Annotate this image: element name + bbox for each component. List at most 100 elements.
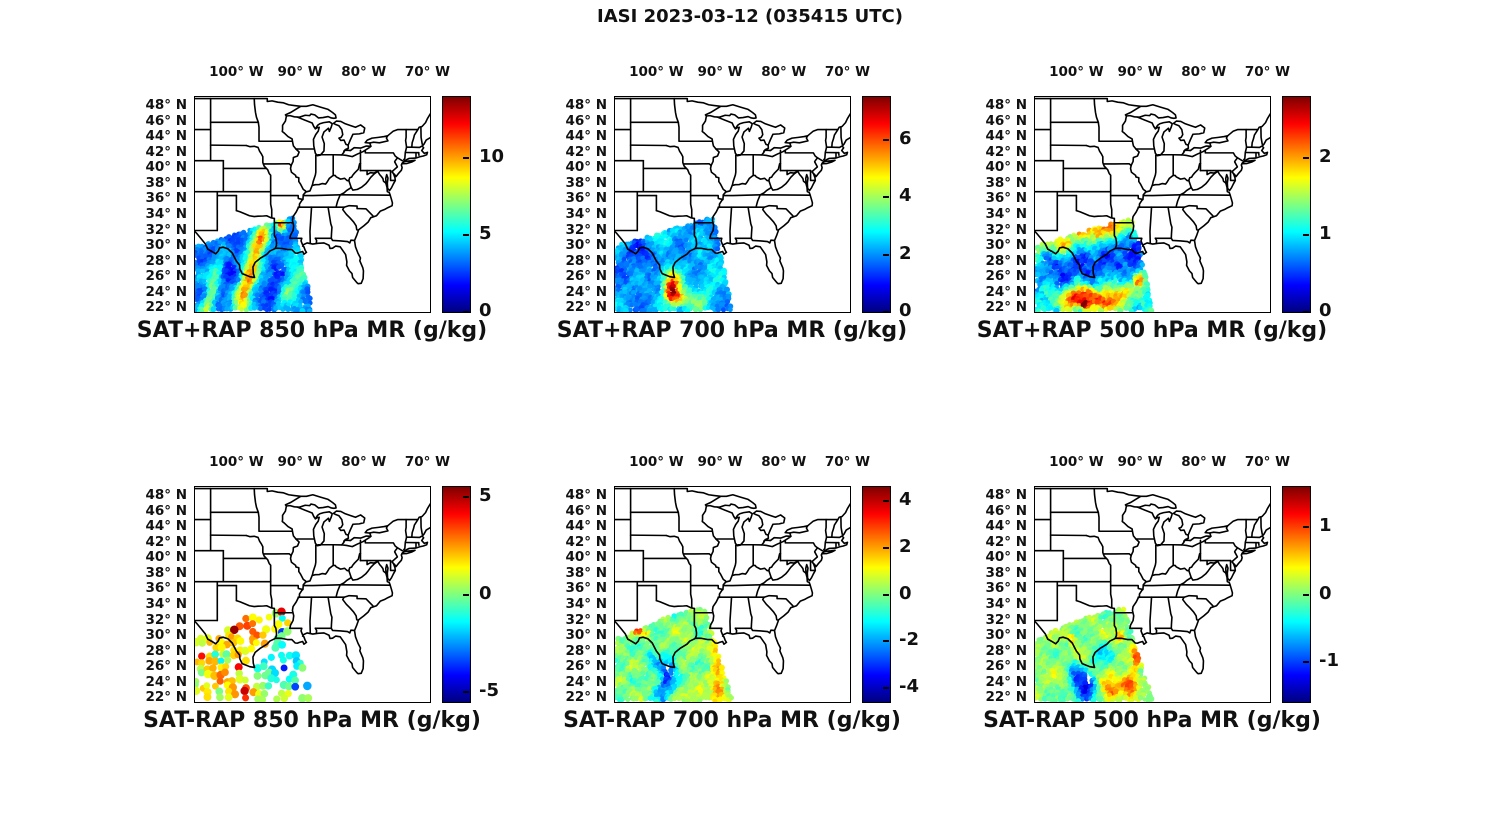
lat-tick-label: 38° N	[565, 564, 607, 581]
lat-tick-label: 34° N	[985, 205, 1027, 222]
lon-tick-label: 70° W	[824, 454, 870, 470]
colorbar-tick-label: 4	[899, 185, 912, 207]
lat-tick-label: 40° N	[985, 549, 1027, 566]
colorbar-tick-label: 2	[899, 242, 912, 264]
panel-title: SAT-RAP 700 hPa MR (g/kg)	[563, 708, 901, 733]
lat-tick-label: 36° N	[985, 190, 1027, 207]
panel-title: SAT+RAP 700 hPa MR (g/kg)	[556, 318, 908, 343]
lon-tick-label: 80° W	[341, 64, 387, 80]
lon-tick-label: 80° W	[1181, 454, 1227, 470]
colorbar-tick-label: 0	[899, 300, 912, 321]
colorbar-tick-mark	[883, 640, 889, 643]
lat-tick-label: 46° N	[145, 502, 187, 519]
lat-tick-label: 46° N	[565, 502, 607, 519]
colorbar-tick-mark	[883, 253, 889, 256]
lat-tick-label: 42° N	[145, 143, 187, 160]
map-area	[614, 96, 851, 313]
lat-tick-label: 22° N	[985, 689, 1027, 706]
lat-tick-label: 38° N	[565, 174, 607, 191]
lat-tick-label: 44° N	[145, 518, 187, 535]
lat-tick-label: 46° N	[145, 112, 187, 129]
colorbar-tick-mark	[1303, 593, 1309, 596]
lat-tick-label: 34° N	[145, 205, 187, 222]
colorbar	[442, 96, 471, 313]
lat-tick-label: 32° N	[145, 611, 187, 628]
colorbar-tick-label: -1	[1319, 649, 1339, 671]
lat-tick-label: 46° N	[565, 112, 607, 129]
lat-tick-label: 32° N	[565, 221, 607, 238]
lat-tick-label: 24° N	[985, 283, 1027, 300]
lat-tick-label: 30° N	[565, 627, 607, 644]
lat-tick-label: 32° N	[985, 611, 1027, 628]
colorbar-tick-mark	[463, 495, 469, 498]
lat-tick-label: 42° N	[985, 143, 1027, 160]
lon-tick-label: 100° W	[1049, 454, 1104, 470]
lat-tick-label: 40° N	[145, 159, 187, 176]
lat-tick-label: 36° N	[985, 580, 1027, 597]
lat-tick-label: 30° N	[565, 237, 607, 254]
lon-tick-label: 70° W	[1244, 454, 1290, 470]
lat-tick-label: 30° N	[985, 627, 1027, 644]
lat-tick-label: 48° N	[145, 487, 187, 504]
lat-tick-label: 26° N	[145, 268, 187, 285]
lat-tick-label: 22° N	[985, 299, 1027, 316]
lat-tick-label: 28° N	[145, 252, 187, 269]
lat-tick-label: 34° N	[565, 205, 607, 222]
colorbar-tick-mark	[883, 311, 889, 313]
lon-tick-label: 80° W	[341, 454, 387, 470]
lat-tick-label: 48° N	[145, 97, 187, 114]
map-canvas	[195, 487, 430, 702]
colorbar-tick-label: 5	[479, 223, 492, 245]
lat-tick-label: 36° N	[565, 580, 607, 597]
lat-tick-label: 22° N	[145, 299, 187, 316]
lat-tick-label: 32° N	[565, 611, 607, 628]
lat-tick-label: 38° N	[985, 564, 1027, 581]
figure-title: IASI 2023-03-12 (035415 UTC)	[597, 6, 903, 27]
lat-tick-label: 48° N	[985, 97, 1027, 114]
lat-tick-label: 46° N	[985, 502, 1027, 519]
lat-tick-label: 26° N	[985, 658, 1027, 675]
colorbar-tick-label: 0	[899, 582, 912, 604]
lat-tick-label: 28° N	[145, 642, 187, 659]
colorbar-tick-mark	[463, 311, 469, 313]
lat-tick-label: 28° N	[985, 252, 1027, 269]
lat-tick-label: 32° N	[985, 221, 1027, 238]
colorbar	[1282, 96, 1311, 313]
colorbar-tick-label: -4	[899, 675, 919, 697]
lat-tick-label: 26° N	[565, 658, 607, 675]
lat-tick-label: 42° N	[565, 143, 607, 160]
map-canvas	[1035, 97, 1270, 312]
lat-tick-label: 40° N	[985, 159, 1027, 176]
panel-title: SAT-RAP 500 hPa MR (g/kg)	[983, 708, 1321, 733]
lon-tick-label: 80° W	[1181, 64, 1227, 80]
lat-tick-label: 32° N	[145, 221, 187, 238]
lon-tick-label: 70° W	[1244, 64, 1290, 80]
map-area	[194, 486, 431, 703]
lat-tick-label: 44° N	[985, 128, 1027, 145]
colorbar-tick-label: 0	[479, 300, 492, 321]
lat-tick-label: 44° N	[565, 128, 607, 145]
colorbar-tick-mark	[883, 593, 889, 596]
lat-tick-label: 26° N	[985, 268, 1027, 285]
lon-tick-label: 100° W	[629, 64, 684, 80]
colorbar-tick-label: -2	[899, 629, 919, 651]
lat-tick-label: 42° N	[565, 533, 607, 550]
lat-tick-label: 28° N	[985, 642, 1027, 659]
lon-tick-label: 80° W	[761, 454, 807, 470]
colorbar-tick-mark	[883, 196, 889, 199]
colorbar-tick-label: 2	[1319, 146, 1332, 168]
lat-tick-label: 30° N	[145, 237, 187, 254]
colorbar-gradient	[863, 97, 890, 312]
map-area	[1034, 96, 1271, 313]
lat-tick-label: 24° N	[565, 673, 607, 690]
colorbar-tick-mark	[883, 546, 889, 549]
lon-tick-label: 100° W	[1049, 64, 1104, 80]
lat-tick-label: 24° N	[145, 283, 187, 300]
map-area	[194, 96, 431, 313]
lon-tick-label: 90° W	[697, 64, 743, 80]
lat-tick-label: 22° N	[145, 689, 187, 706]
colorbar-tick-mark	[463, 157, 469, 160]
colorbar-tick-label: 1	[1319, 223, 1332, 245]
colorbar-gradient	[443, 97, 470, 312]
colorbar-tick-mark	[1303, 660, 1309, 663]
